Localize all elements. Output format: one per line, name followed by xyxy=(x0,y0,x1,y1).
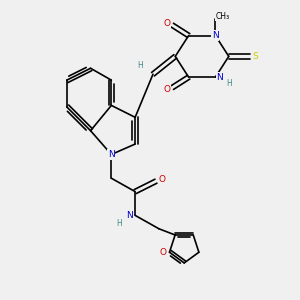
Text: O: O xyxy=(164,85,170,94)
Text: O: O xyxy=(159,248,167,257)
Text: N: N xyxy=(108,150,115,159)
Text: N: N xyxy=(212,31,219,40)
Text: N: N xyxy=(217,73,223,82)
Text: O: O xyxy=(164,19,170,28)
Text: S: S xyxy=(253,52,258,61)
Text: H: H xyxy=(116,219,122,228)
Text: H: H xyxy=(138,61,143,70)
Text: H: H xyxy=(226,79,232,88)
Text: CH₃: CH₃ xyxy=(216,12,230,21)
Text: N: N xyxy=(126,211,133,220)
Text: O: O xyxy=(158,175,165,184)
